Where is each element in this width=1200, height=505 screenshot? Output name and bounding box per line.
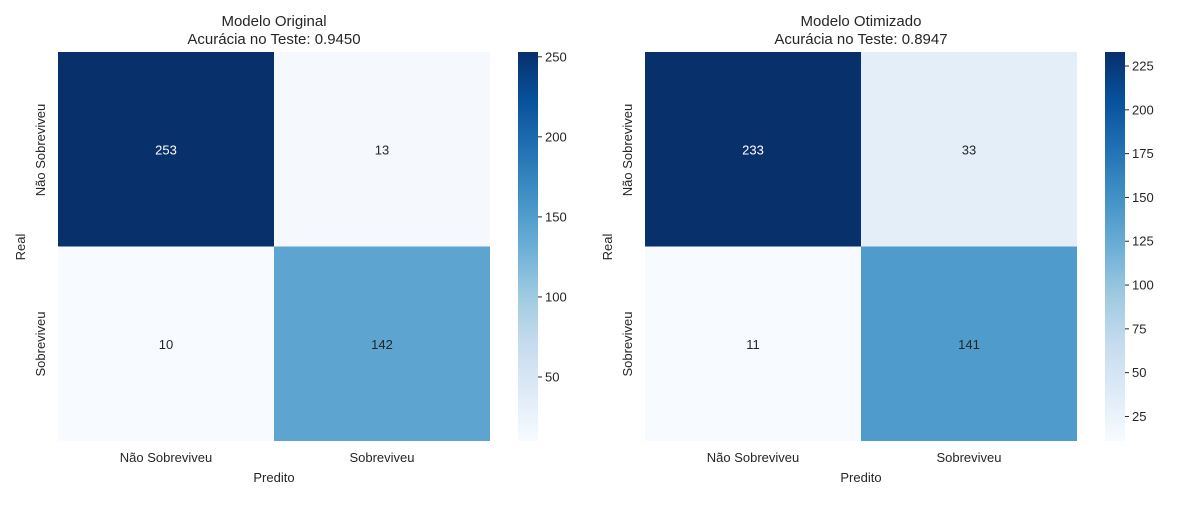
x-tick-label: Sobreviveu [936,450,1001,465]
y-tick-label: Sobreviveu [33,311,48,376]
colorbar-tick-label: 100 [1132,278,1154,293]
cell-value-label: 10 [159,337,173,352]
colorbar-tick-label: 100 [545,289,567,304]
cell-value-label: 33 [962,142,976,157]
colorbar-tick-label: 75 [1132,321,1146,336]
cell-value-label: 11 [746,337,760,352]
x-tick-label: Não Sobreviveu [707,450,800,465]
chart-subtitle: Acurácia no Teste: 0.8947 [774,31,947,48]
colorbar [518,52,538,441]
cell-value-label: 13 [375,142,389,157]
colorbar-ticks: 25 50 75 100 125 150 175 200 225 [1125,59,1154,424]
colorbar-tick-label: 150 [1132,190,1154,205]
x-axis-label: Predito [253,470,294,485]
cell-value-label: 141 [958,337,980,352]
colorbar-tick-label: 150 [545,209,567,224]
colorbar-tick-label: 125 [1132,234,1154,249]
heatmap-cell [645,52,861,247]
heatmap-panel-otimizado: Modelo Otimizado Acurácia no Teste: 0.89… [600,13,1154,485]
y-tick-label: Não Sobreviveu [620,104,635,197]
colorbar-tick-label: 200 [545,129,567,144]
colorbar-tick-label: 225 [1132,59,1154,74]
colorbar-tick-label: 175 [1132,146,1154,161]
chart-subtitle: Acurácia no Teste: 0.9450 [187,31,360,48]
x-tick-label: Sobreviveu [349,450,414,465]
heatmap-cell [274,52,490,247]
x-tick-label: Não Sobreviveu [120,450,213,465]
y-tick-label: Não Sobreviveu [33,104,48,197]
heatmap-cell [58,52,274,247]
cell-value-label: 142 [371,337,393,352]
colorbar-tick-label: 25 [1132,409,1146,424]
colorbar-tick-label: 250 [545,49,567,64]
chart-title: Modelo Original [221,13,326,30]
heatmap-cells: 233 33 11 141 [645,52,1077,441]
heatmap-cells: 253 13 10 142 [58,52,490,441]
heatmap-cell [58,246,274,441]
heatmap-cell [861,246,1077,441]
heatmap-cell [645,246,861,441]
heatmap-cell [274,246,490,441]
chart-title: Modelo Otimizado [801,13,922,30]
colorbar-ticks: 50 100 150 200 250 [538,49,567,384]
colorbar-tick-label: 50 [1132,365,1146,380]
y-axis-label: Real [13,234,28,261]
heatmap-panel-original: Modelo Original Acurácia no Teste: 0.945… [13,13,567,485]
colorbar [1105,52,1125,441]
y-tick-label: Sobreviveu [620,311,635,376]
colorbar-tick-label: 200 [1132,102,1154,117]
cell-value-label: 253 [155,142,177,157]
x-axis-label: Predito [840,470,881,485]
y-axis-label: Real [600,234,615,261]
heatmap-cell [861,52,1077,247]
colorbar-tick-label: 50 [545,369,559,384]
cell-value-label: 233 [742,142,764,157]
